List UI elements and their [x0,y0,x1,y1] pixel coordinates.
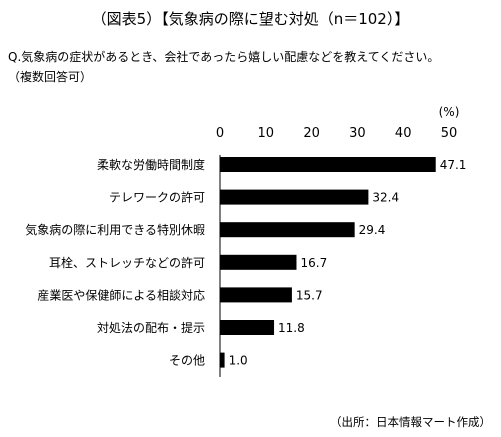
unit-label: (%) [439,105,460,119]
bar [220,287,292,303]
value-label: 1.0 [229,354,248,368]
value-label: 29.4 [359,223,386,237]
category-label: その他 [169,354,205,368]
category-label: テレワークの許可 [109,191,205,205]
x-tick-label: 40 [395,126,412,141]
category-label: 対処法の配布・提示 [97,320,205,335]
x-tick-label: 20 [303,126,320,141]
bar [220,320,275,335]
survey-question: Q.気象病の症状があるとき、会社であったら嬉しい配慮などを教えてください。 [8,50,440,64]
value-label: 15.7 [296,288,323,302]
category-label: 耳栓、ストレッチなどの許可 [49,255,205,270]
x-tick-label: 0 [216,126,224,141]
category-label: 産業医や保健師による相談対応 [37,287,205,302]
bar [220,352,225,368]
x-tick-label: 30 [349,126,366,141]
bar [220,157,436,172]
x-tick-label: 10 [258,126,275,141]
category-label: 柔軟な労働時間制度 [97,157,205,172]
bar [220,254,297,270]
value-label: 16.7 [300,256,327,270]
value-label: 47.1 [440,158,467,172]
x-tick-label: 50 [441,126,458,141]
bar [220,222,355,238]
value-label: 11.8 [278,321,305,335]
figure-title: （図表5）【気象病の際に望む対処（n＝102）】 [91,10,410,28]
answer-note: （複数回答可） [8,70,93,84]
value-label: 32.4 [372,191,399,205]
bar [220,189,369,205]
bars: 柔軟な労働時間制度 47.1 テレワークの許可 32.4 気象病の際に利用できる特別休暇… [25,157,466,368]
source-note: （出所：日本情報マート作成） [330,415,491,429]
x-axis-ticks: 0 10 20 30 40 50 [216,126,457,141]
category-label: 気象病の際に利用できる特別休暇 [25,222,205,237]
